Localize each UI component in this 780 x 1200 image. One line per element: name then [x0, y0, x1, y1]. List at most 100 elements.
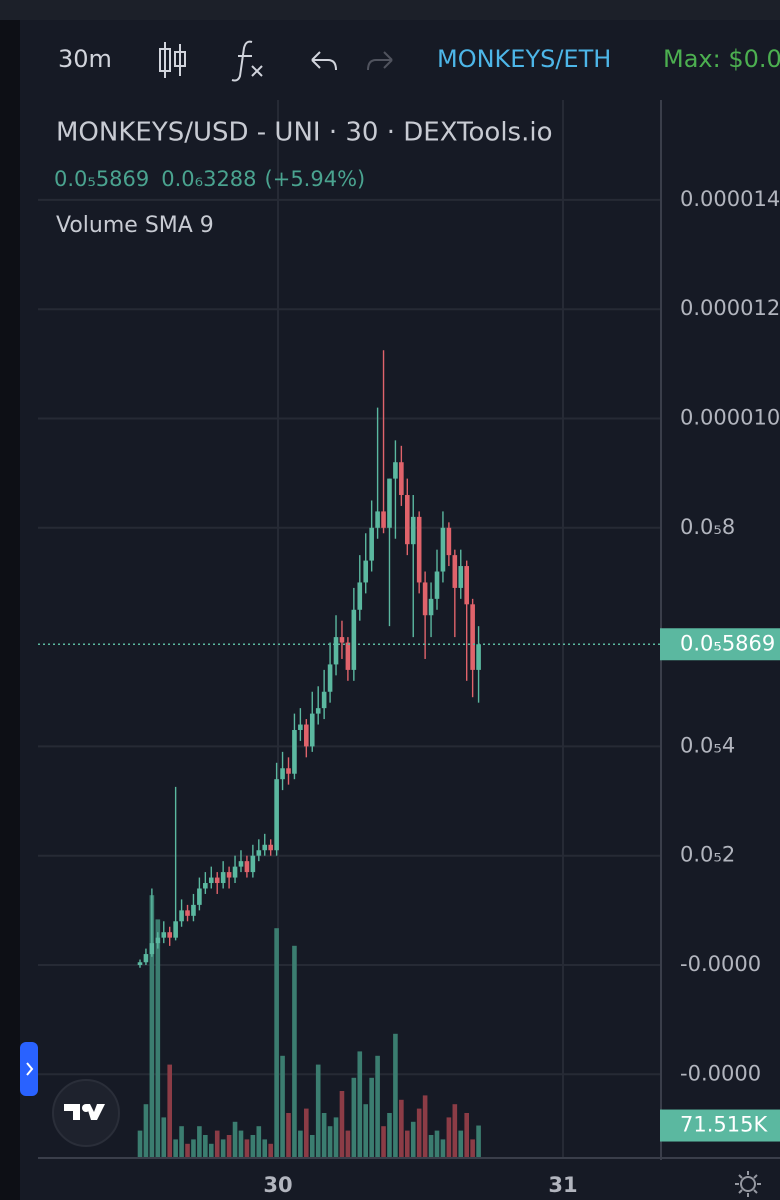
tradingview-logo[interactable]	[52, 1079, 120, 1147]
y-tick-label: 0.0₅4	[680, 733, 735, 757]
candle-body	[197, 888, 202, 905]
candle-body	[208, 877, 214, 884]
volume-bar	[155, 919, 161, 1157]
candle-body	[286, 768, 291, 774]
volume-bar	[434, 1130, 440, 1157]
volume-bar	[203, 1135, 208, 1157]
volume-bar	[345, 1130, 351, 1157]
last-volume-tag	[660, 1109, 780, 1142]
volume-bar	[351, 1077, 357, 1157]
volume-bar	[464, 1113, 469, 1157]
x-tick-label: 31	[548, 1173, 577, 1197]
candle-body	[321, 691, 327, 709]
volume-bar	[262, 1139, 268, 1157]
y-tick-label: -0.0000	[680, 952, 761, 976]
candle-body	[203, 883, 208, 889]
price: 0.0₅5869	[54, 167, 149, 191]
volume-bar	[458, 1130, 464, 1157]
candle-body	[256, 850, 262, 856]
volume-bar	[208, 1143, 214, 1157]
candle-body	[458, 566, 464, 588]
side-panel-toggle[interactable]	[20, 1042, 38, 1096]
volume-bar	[274, 928, 279, 1157]
candle-body	[363, 560, 369, 583]
volume-bar	[161, 1117, 167, 1157]
undo-button[interactable]	[311, 51, 337, 71]
y-tick-label: 0.0₅8	[680, 515, 735, 539]
y-tick-label: 0.000014	[680, 187, 780, 211]
candle-body	[410, 516, 416, 545]
candle-body	[161, 932, 167, 938]
candle-body	[315, 708, 321, 714]
candle-body	[226, 872, 232, 878]
max-price: Max: $0.0	[663, 45, 780, 73]
candle-body	[333, 637, 339, 665]
candle-body	[416, 516, 422, 583]
candle-body	[357, 582, 363, 610]
candle-body	[304, 724, 309, 747]
volume-bar	[416, 1108, 422, 1157]
candle-body	[191, 904, 196, 916]
y-tick-label: 0.0₅2	[680, 843, 735, 867]
candle-body	[345, 642, 351, 670]
candle-body	[393, 462, 398, 479]
last-price-tag	[660, 628, 780, 661]
y-tick-label: 0.000010	[680, 406, 780, 430]
candle-body	[292, 730, 297, 774]
x-tick-label: 30	[263, 1173, 292, 1197]
candle-body	[446, 527, 452, 556]
symbol-title: MONKEYS/USD - UNI · 30 · DEXTools.io	[56, 118, 553, 148]
volume-bar	[339, 1091, 345, 1157]
volume-bar	[393, 1033, 398, 1157]
candle-body	[268, 844, 273, 851]
y-tick-label: 0.000012	[680, 296, 780, 320]
candle-body	[220, 872, 226, 884]
volume-bar	[250, 1135, 256, 1157]
settings-icon[interactable]	[735, 1171, 761, 1197]
volume-bar	[238, 1130, 244, 1157]
volume-bar	[375, 1055, 380, 1157]
indicators-icon[interactable]	[231, 40, 263, 82]
candle-body	[422, 582, 428, 616]
redo-button[interactable]	[367, 51, 393, 71]
volume-bar	[405, 1130, 410, 1157]
volume-bar	[470, 1139, 475, 1157]
volume-bar	[292, 945, 297, 1157]
candle-body	[434, 571, 440, 599]
volume-bar	[369, 1077, 374, 1157]
volume-bar	[191, 1139, 196, 1157]
volume-bar	[226, 1135, 232, 1157]
candle-body	[137, 962, 143, 965]
pair-selector[interactable]: MONKEYS/ETH	[437, 45, 611, 73]
volume-bar	[399, 1099, 404, 1157]
toggle-arrow	[26, 1062, 34, 1076]
change-pct: (+5.94%)	[265, 167, 366, 191]
volume-bar	[173, 1139, 178, 1157]
volume-bar	[440, 1139, 446, 1157]
candle-body	[274, 779, 279, 851]
change: 0.0₆3288	[161, 167, 256, 191]
volume-bar	[363, 1104, 369, 1157]
candle-body	[167, 932, 172, 938]
interval-button[interactable]: 30m	[58, 45, 112, 73]
volume-bar	[137, 1130, 143, 1157]
volume-bar	[309, 1135, 315, 1157]
volume-bar	[143, 1104, 149, 1157]
volume-bar	[476, 1125, 481, 1157]
volume-bar	[214, 1130, 220, 1157]
volume-bar	[280, 1055, 285, 1157]
candle-body	[476, 644, 481, 670]
volume-bar	[327, 1126, 333, 1157]
candle-body	[440, 527, 446, 572]
candle-body	[470, 604, 475, 670]
candle-body	[369, 527, 374, 561]
volume-bar	[268, 1143, 273, 1157]
top-edge	[0, 0, 780, 20]
candle-body	[405, 495, 410, 545]
volume-bar	[321, 1113, 327, 1157]
candle-body	[179, 910, 184, 922]
plot-area	[38, 350, 660, 1157]
chart-type-icon[interactable]	[159, 42, 186, 78]
candle-body	[452, 555, 458, 588]
last-volume-label: 71.515K	[680, 1113, 768, 1137]
